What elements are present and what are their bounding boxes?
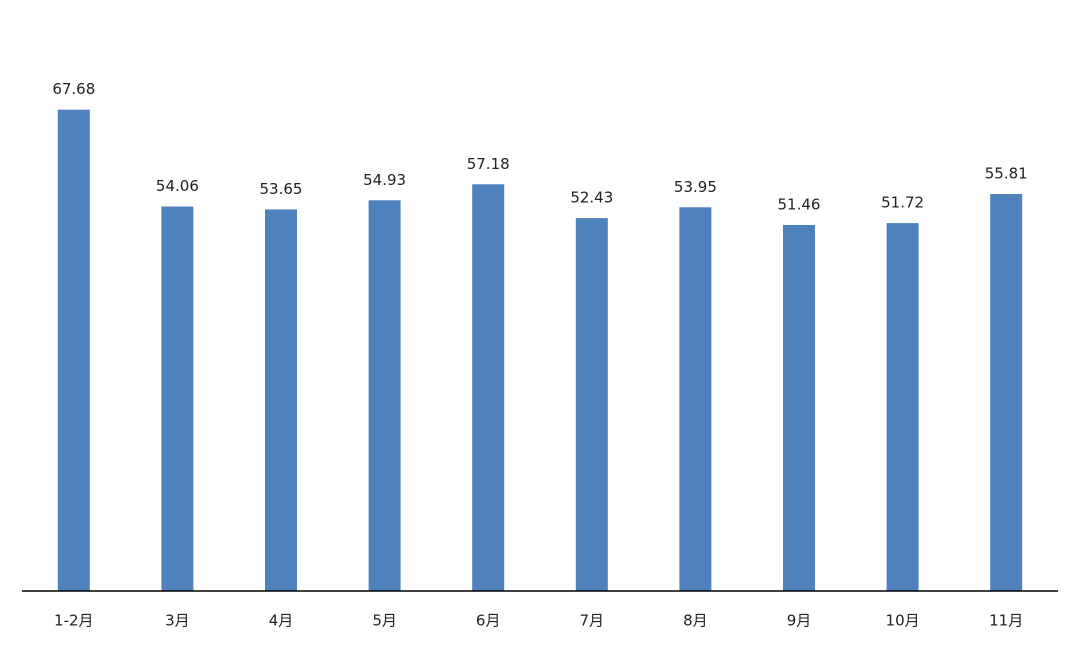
data-label: 51.46	[778, 195, 821, 213]
x-tick-label: 11月	[989, 612, 1023, 630]
x-tick-label: 3月	[165, 612, 190, 630]
x-tick-label: 9月	[787, 612, 812, 630]
bar	[368, 200, 401, 592]
data-label: 54.06	[156, 177, 199, 195]
data-label: 52.43	[570, 189, 613, 207]
bar	[783, 224, 815, 591]
bar	[990, 194, 1023, 591]
bar	[472, 184, 505, 591]
data-label: 51.72	[881, 194, 924, 212]
x-tick-label: 10月	[886, 612, 920, 630]
bar	[575, 218, 608, 592]
data-label: 53.65	[260, 180, 303, 198]
data-label: 55.81	[985, 165, 1028, 183]
x-tick-label: 5月	[372, 612, 397, 630]
x-tick-label: 4月	[269, 612, 294, 630]
x-tick-label: 7月	[580, 612, 605, 630]
bar	[679, 207, 712, 591]
bar	[265, 209, 297, 591]
bar	[886, 223, 919, 592]
x-tick-label: 6月	[476, 612, 501, 630]
data-label: 57.18	[467, 155, 510, 173]
bar	[57, 109, 90, 591]
data-label: 67.68	[52, 80, 95, 98]
bar	[161, 206, 194, 592]
x-tick-label: 1-2月	[54, 612, 94, 630]
data-label: 54.93	[363, 171, 406, 189]
x-tick-label: 8月	[683, 612, 708, 630]
data-label: 53.95	[674, 178, 717, 196]
